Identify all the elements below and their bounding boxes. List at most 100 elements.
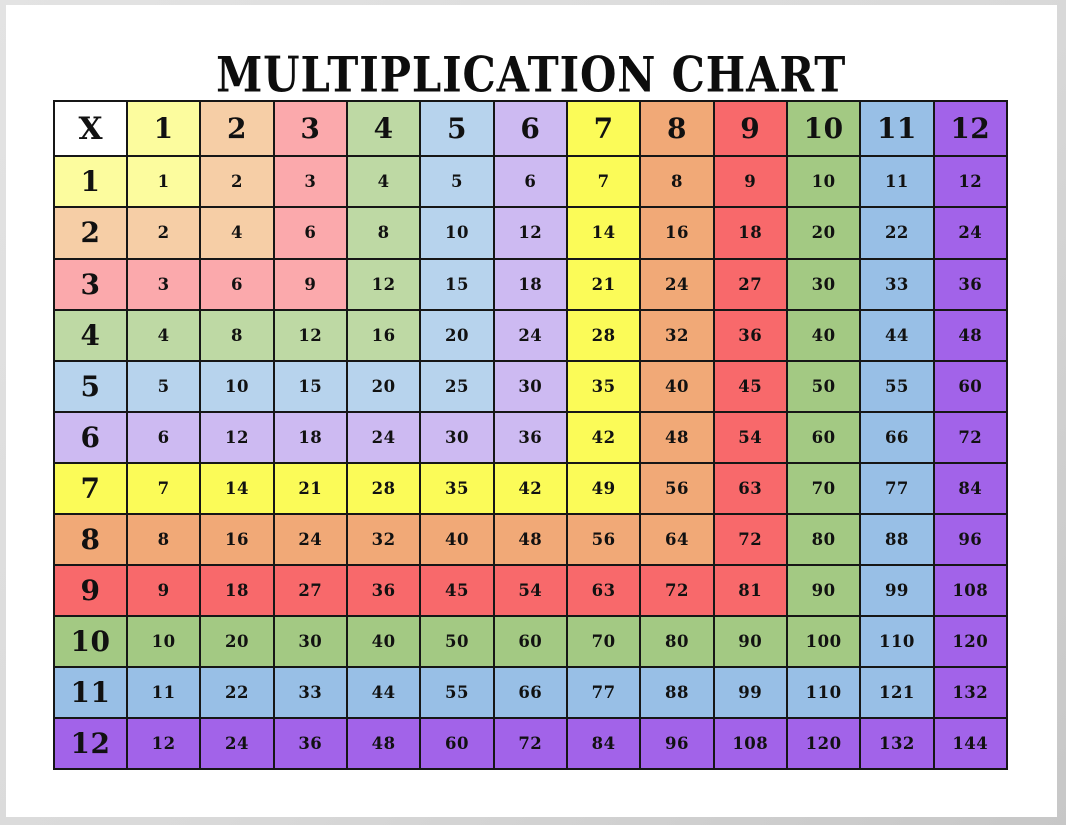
product-cell-8x1: 8 [125, 512, 202, 566]
product-cell-6x10: 60 [785, 410, 862, 464]
product-cell-11x4: 44 [345, 665, 422, 719]
product-cell-11x8: 88 [639, 665, 715, 719]
product-cell-4x7: 28 [565, 308, 642, 362]
product-cell-5x12: 60 [932, 359, 1009, 413]
product-cell-9x2: 18 [199, 563, 275, 617]
product-cell-6x4: 24 [345, 410, 422, 464]
product-cell-6x7: 42 [565, 410, 642, 464]
table-row-2: 2 2 4 6 8 10 12 14 16 18 20 22 24 [53, 206, 1009, 260]
table-row-4: 4 4 8 12 16 20 24 28 32 36 40 44 48 [53, 308, 1009, 362]
product-cell-5x3: 15 [272, 359, 348, 413]
product-cell-8x7: 56 [565, 512, 642, 566]
product-cell-8x10: 80 [785, 512, 862, 566]
product-cell-10x8: 80 [639, 614, 715, 668]
product-cell-4x1: 4 [125, 308, 202, 362]
product-cell-1x9: 9 [712, 155, 788, 209]
row-header-5: 5 [53, 359, 128, 413]
product-cell-7x3: 21 [272, 461, 348, 515]
product-cell-5x6: 30 [492, 359, 568, 413]
product-cell-4x5: 20 [419, 308, 495, 362]
product-cell-3x5: 15 [419, 257, 495, 311]
product-cell-2x9: 18 [712, 206, 788, 260]
table-row-7: 7 7 14 21 28 35 42 49 56 63 70 77 84 [53, 461, 1009, 515]
product-cell-7x10: 70 [785, 461, 862, 515]
product-cell-6x3: 18 [272, 410, 348, 464]
product-cell-12x4: 48 [345, 716, 422, 771]
row-header-1: 1 [53, 155, 128, 209]
product-cell-7x6: 42 [492, 461, 568, 515]
product-cell-9x4: 36 [345, 563, 422, 617]
product-cell-8x4: 32 [345, 512, 422, 566]
col-header-4: 4 [345, 99, 422, 158]
product-cell-8x11: 88 [859, 512, 935, 566]
product-cell-9x7: 63 [565, 563, 642, 617]
product-cell-2x3: 6 [272, 206, 348, 260]
product-cell-11x10: 110 [785, 665, 862, 719]
product-cell-12x6: 72 [492, 716, 568, 771]
col-header-10: 10 [785, 99, 862, 158]
product-cell-3x11: 33 [859, 257, 935, 311]
product-cell-12x9: 108 [712, 716, 788, 771]
product-cell-1x3: 3 [272, 155, 348, 209]
product-cell-10x12: 120 [932, 614, 1009, 668]
header-row: X 1 2 3 4 5 6 7 8 9 10 11 12 [53, 99, 1009, 158]
product-cell-10x5: 50 [419, 614, 495, 668]
product-cell-1x12: 12 [932, 155, 1009, 209]
product-cell-4x3: 12 [272, 308, 348, 362]
product-cell-12x11: 132 [859, 716, 935, 771]
product-cell-4x8: 32 [639, 308, 715, 362]
product-cell-12x12: 144 [932, 716, 1009, 771]
product-cell-4x2: 8 [199, 308, 275, 362]
product-cell-3x6: 18 [492, 257, 568, 311]
product-cell-12x10: 120 [785, 716, 862, 771]
product-cell-7x12: 84 [932, 461, 1009, 515]
product-cell-5x11: 55 [859, 359, 935, 413]
col-header-2: 2 [199, 99, 275, 158]
product-cell-8x6: 48 [492, 512, 568, 566]
product-cell-6x8: 48 [639, 410, 715, 464]
product-cell-12x3: 36 [272, 716, 348, 771]
product-cell-8x5: 40 [419, 512, 495, 566]
product-cell-2x4: 8 [345, 206, 422, 260]
row-header-11: 11 [53, 665, 128, 719]
product-cell-2x7: 14 [565, 206, 642, 260]
product-cell-11x3: 33 [272, 665, 348, 719]
product-cell-9x10: 90 [785, 563, 862, 617]
product-cell-9x3: 27 [272, 563, 348, 617]
product-cell-11x7: 77 [565, 665, 642, 719]
product-cell-11x6: 66 [492, 665, 568, 719]
row-header-7: 7 [53, 461, 128, 515]
product-cell-1x10: 10 [785, 155, 862, 209]
product-cell-4x6: 24 [492, 308, 568, 362]
product-cell-5x8: 40 [639, 359, 715, 413]
product-cell-7x9: 63 [712, 461, 788, 515]
row-header-4: 4 [53, 308, 128, 362]
product-cell-5x7: 35 [565, 359, 642, 413]
col-header-8: 8 [639, 99, 715, 158]
product-cell-3x8: 24 [639, 257, 715, 311]
product-cell-10x9: 90 [712, 614, 788, 668]
product-cell-11x12: 132 [932, 665, 1009, 719]
product-cell-3x10: 30 [785, 257, 862, 311]
product-cell-8x3: 24 [272, 512, 348, 566]
product-cell-1x2: 2 [199, 155, 275, 209]
product-cell-11x1: 11 [125, 665, 202, 719]
product-cell-10x11: 110 [859, 614, 935, 668]
product-cell-4x9: 36 [712, 308, 788, 362]
product-cell-1x8: 8 [639, 155, 715, 209]
product-cell-5x2: 10 [199, 359, 275, 413]
product-cell-10x7: 70 [565, 614, 642, 668]
table-row-11: 11 11 22 33 44 55 66 77 88 99 110 121 132 [53, 665, 1009, 719]
product-cell-12x2: 24 [199, 716, 275, 771]
product-cell-10x1: 10 [125, 614, 202, 668]
page-title-text: MULTIPLICATION CHART [216, 46, 847, 104]
product-cell-6x9: 54 [712, 410, 788, 464]
product-cell-2x2: 4 [199, 206, 275, 260]
product-cell-4x4: 16 [345, 308, 422, 362]
product-cell-11x5: 55 [419, 665, 495, 719]
page-title: MULTIPLICATION CHART [6, 46, 1057, 104]
product-cell-8x2: 16 [199, 512, 275, 566]
table-row-10: 10 10 20 30 40 50 60 70 80 90 100 110 120 [53, 614, 1009, 668]
table-row-1: 1 1 2 3 4 5 6 7 8 9 10 11 12 [53, 155, 1009, 209]
